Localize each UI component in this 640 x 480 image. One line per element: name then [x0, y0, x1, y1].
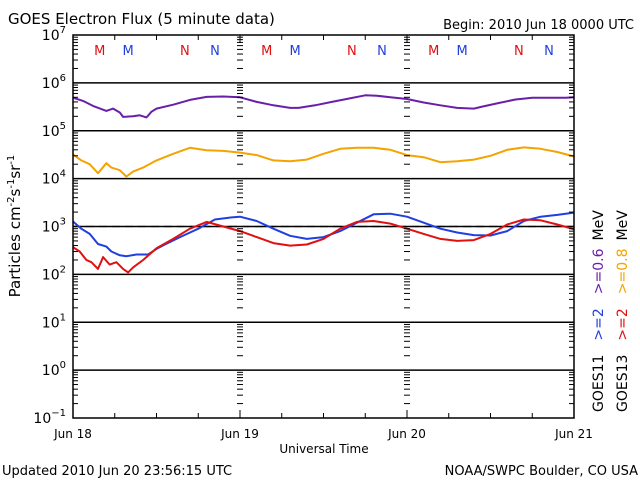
y-axis-label: Particles cm-2s-1sr-1: [6, 155, 24, 298]
marker-m: M: [123, 44, 134, 59]
y-tick-label: 103: [42, 217, 66, 236]
series-line-goes13-2-mev: [72, 218, 575, 274]
series-line-goes11-0-6-mev: [72, 94, 575, 119]
y-tick-label: 107: [42, 25, 66, 44]
legend-row-goes11: GOES11>=2>=0.6MeV: [591, 210, 607, 412]
y-tick-label: 100: [42, 360, 66, 379]
legend-row-goes13: GOES13>=2>=0.8MeV: [615, 210, 631, 412]
chart-subtitle: Begin: 2010 Jun 18 0000 UTC: [443, 18, 634, 33]
series-layer: [72, 94, 575, 274]
legend: GOES11>=2>=0.6MeV GOES13>=2>=0.8MeV: [591, 210, 631, 412]
x-tick-label: Jun 21: [554, 427, 593, 441]
marker-m: M: [94, 44, 105, 59]
x-tick-label: Jun 20: [387, 427, 426, 441]
marker-m: M: [428, 44, 439, 59]
marker-n: N: [180, 44, 190, 59]
y-tick-label: 10−1: [33, 408, 66, 427]
x-tick-label: Jun 19: [220, 427, 259, 441]
marker-m: M: [261, 44, 272, 59]
credit-text: NOAA/SWPC Boulder, CO USA: [445, 464, 638, 479]
chart-title: GOES Electron Flux (5 minute data): [8, 10, 275, 28]
updated-timestamp: Updated 2010 Jun 20 23:56:15 UTC: [2, 464, 232, 479]
series-line-goes13-0-8-mev: [72, 146, 575, 178]
marker-n: N: [347, 44, 357, 59]
x-tick-label: Jun 18: [53, 427, 92, 441]
marker-m: M: [290, 44, 301, 59]
marker-n: N: [544, 44, 554, 59]
marker-n: N: [377, 44, 387, 59]
marker-n: N: [210, 44, 220, 59]
y-tick-label: 105: [42, 121, 66, 140]
y-tick-label: 102: [42, 264, 66, 283]
marker-n: N: [514, 44, 524, 59]
y-tick-label: 106: [42, 73, 66, 92]
marker-m: M: [457, 44, 468, 59]
y-tick-label: 104: [42, 169, 66, 188]
series-line-goes11-2-mev: [72, 211, 575, 258]
y-tick-label: 101: [42, 312, 66, 331]
x-axis-label: Universal Time: [279, 442, 368, 456]
